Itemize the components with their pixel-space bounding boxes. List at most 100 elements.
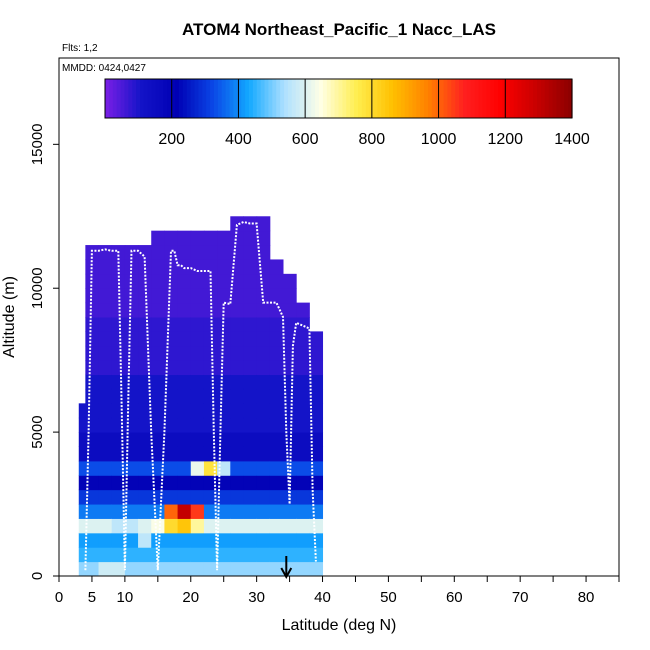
colorbar-swatch [120,79,126,118]
heatmap-cell [217,317,231,332]
heatmap-cell [177,561,192,577]
heatmap-cell [243,417,258,433]
x-tick-label: 30 [248,589,265,606]
colorbar-swatch [435,79,441,118]
heatmap-cell [138,518,152,534]
colorbar-swatch [505,79,511,118]
heatmap-cell [177,374,192,390]
heatmap-cell [151,302,165,318]
colorbar-swatch [186,79,192,118]
heatmap-cell [256,504,271,519]
colorbar-swatch [225,79,231,118]
heatmap-cell [190,345,205,361]
heatmap-cell [217,460,231,476]
heatmap-cell [203,432,218,447]
heatmap-cell [151,230,165,246]
x-tick-label: 40 [314,589,331,606]
heatmap-cell [256,403,271,419]
heatmap-cell [138,417,152,433]
heatmap-cell [296,561,310,577]
heatmap-cell [203,360,218,376]
heatmap-cell [98,460,113,476]
colorbar-swatch [202,79,207,118]
x-tick-label: 60 [446,589,463,606]
heatmap-cell [124,317,139,332]
heatmap-cell [164,331,179,347]
heatmap-cell [85,403,100,419]
colorbar-swatch [159,79,164,118]
heatmap-cell [269,432,284,447]
heatmap-cell [203,230,218,246]
colorbar-swatch [482,79,487,118]
heatmap-cell [138,532,152,548]
heatmap-cell [243,216,258,232]
heatmap-cell [309,532,324,548]
colorbar-swatch [536,79,542,118]
colorbar-swatch [124,79,129,118]
heatmap-cell [111,417,126,433]
heatmap-cell [309,460,324,476]
heatmap-cell [177,388,192,404]
heatmap-cell [177,302,192,318]
heatmap-cell [309,417,324,433]
heatmap-cell [124,345,139,361]
heatmap-cell [230,317,244,332]
heatmap-cell [85,317,100,332]
heatmap-cell [190,417,205,433]
heatmap-cell [296,460,310,476]
heatmap-cell [230,561,244,577]
colorbar-swatch [116,79,122,118]
heatmap-cell [177,345,192,361]
heatmap-cell [111,561,126,577]
heatmap-cell [124,504,139,519]
heatmap-cell [217,532,231,548]
heatmap-cell [230,518,244,534]
heatmap-cell [111,374,126,390]
colorbar-swatch [151,79,157,118]
location-arrow [280,556,293,580]
heatmap-cell [309,432,324,447]
heatmap-cell [190,288,205,304]
heatmap-cell [85,374,100,390]
heatmap-cell [230,504,244,519]
heatmap-cell [164,388,179,404]
heatmap-cell [283,518,297,534]
heatmap-cell [296,345,310,361]
colorbar-tick-label: 800 [359,131,386,148]
heatmap-cell [203,345,218,361]
heatmap-cell [230,403,244,419]
heatmap-cell [309,446,324,462]
heatmap-cell [243,403,258,419]
colorbar-swatch [326,79,332,118]
colorbar-swatch [132,79,137,118]
heatmap-cell [177,331,192,347]
heatmap-cell [283,302,297,318]
heatmap-cell [309,475,324,491]
heatmap-cell [151,432,165,447]
colorbar-swatch [420,79,425,118]
heatmap-cell [164,273,179,289]
heatmap-cell [256,230,271,246]
heatmap-cell [138,403,152,419]
colorbar-swatch [556,79,561,118]
heatmap-cell [177,230,192,246]
colorbar-swatch [357,79,363,118]
heatmap-cell [124,460,139,476]
heatmap-cell [164,374,179,390]
heatmap-cell [230,302,244,318]
colorbar-swatch [377,79,382,118]
colorbar-swatch [466,79,472,118]
heatmap-cell [111,532,126,548]
colorbar-swatch [229,79,235,118]
heatmap-cell [309,345,324,361]
heatmap-cell [111,273,126,289]
colorbar-swatch [315,79,320,118]
colorbar-swatch [392,79,398,118]
heatmap-cell [111,489,126,505]
heatmap-cell [85,547,100,563]
heatmap-cell [256,432,271,447]
heatmap-cell [283,532,297,548]
heatmap-cell [98,504,113,519]
heatmap-cell [151,245,165,260]
heatmap-cell [256,374,271,390]
